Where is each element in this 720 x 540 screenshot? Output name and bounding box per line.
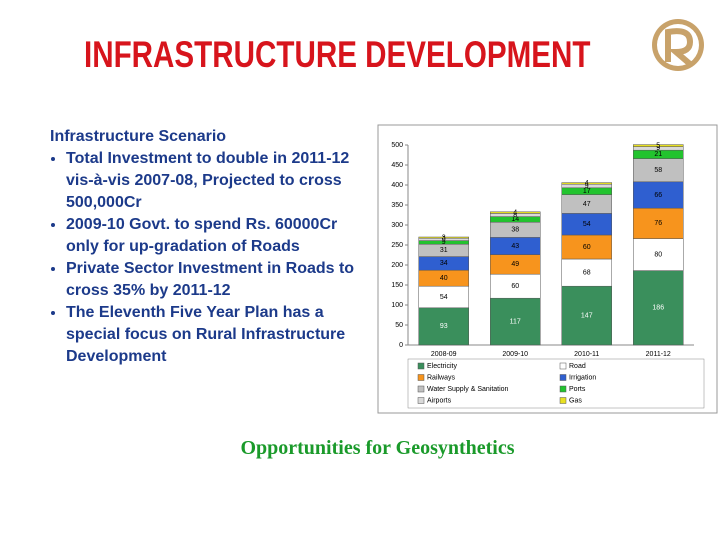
value-label: 47 bbox=[583, 201, 591, 208]
value-label: 8 bbox=[513, 212, 517, 219]
value-label: 117 bbox=[510, 318, 521, 325]
bullet: Private Sector Investment in Roads to cr… bbox=[66, 258, 368, 302]
bar-segment bbox=[490, 297, 541, 346]
legend-swatch bbox=[417, 362, 425, 370]
value-label: 49 bbox=[511, 261, 519, 268]
value-label: 21 bbox=[654, 151, 662, 158]
value-label: 68 bbox=[583, 269, 591, 276]
y-tick-label: 500 bbox=[391, 142, 403, 149]
bar-segment bbox=[633, 270, 684, 346]
value-label: 66 bbox=[654, 192, 662, 199]
legend-swatch bbox=[417, 397, 425, 404]
value-label: 60 bbox=[583, 244, 591, 251]
value-label: 17 bbox=[583, 188, 591, 195]
legend-label: Water Supply & Sanitation bbox=[427, 386, 509, 393]
y-tick-label: 300 bbox=[391, 222, 403, 229]
value-label: 34 bbox=[440, 260, 448, 267]
legend-box bbox=[407, 358, 705, 409]
value-label: 58 bbox=[654, 167, 662, 174]
value-label: 5 bbox=[656, 142, 660, 149]
value-label: 93 bbox=[440, 323, 448, 330]
legend-swatch bbox=[559, 374, 567, 381]
value-label: 40 bbox=[440, 275, 448, 282]
legend-swatch bbox=[417, 374, 425, 381]
legend-label: Ports bbox=[569, 386, 586, 393]
value-label: 54 bbox=[583, 221, 591, 228]
bar-segment bbox=[561, 285, 612, 346]
bar-segment bbox=[561, 182, 612, 185]
y-tick-label: 200 bbox=[391, 262, 403, 269]
bullet-list: Total Investment to double in 2011-12 vi… bbox=[50, 148, 368, 368]
value-label: 14 bbox=[511, 216, 519, 223]
bar-segment bbox=[561, 234, 612, 260]
value-label: 76 bbox=[654, 220, 662, 227]
legend-label: Railways bbox=[427, 374, 456, 381]
legend-swatch bbox=[559, 385, 567, 393]
x-tick-label: 2009-10 bbox=[502, 351, 528, 358]
value-label: 54 bbox=[440, 294, 448, 301]
y-tick-label: 50 bbox=[395, 322, 403, 329]
x-tick-label: 2011-12 bbox=[646, 351, 671, 358]
legend-label: Electricity bbox=[427, 363, 457, 370]
value-label: 3 bbox=[442, 234, 446, 241]
value-label: 4 bbox=[513, 209, 517, 216]
value-label: 186 bbox=[652, 305, 664, 312]
y-tick-label: 150 bbox=[391, 282, 403, 289]
legend-swatch bbox=[417, 385, 425, 393]
bullet: Total Investment to double in 2011-12 vi… bbox=[66, 148, 368, 214]
legend-label: Irrigation bbox=[569, 374, 596, 381]
value-label: 60 bbox=[511, 283, 519, 290]
y-tick-label: 250 bbox=[391, 242, 403, 249]
value-label: 9 bbox=[442, 239, 446, 246]
y-tick-label: 450 bbox=[391, 162, 403, 169]
bullet: The Eleventh Five Year Plan has a specia… bbox=[66, 302, 368, 368]
value-label: 147 bbox=[581, 312, 593, 319]
slide-title: INFRASTRUCTURE DEVELOPMENT bbox=[84, 34, 591, 75]
text-block: Infrastructure Scenario Total Investment… bbox=[50, 126, 368, 368]
value-label: 4 bbox=[585, 180, 589, 187]
y-tick-label: 0 bbox=[399, 342, 403, 349]
value-label: 31 bbox=[440, 247, 448, 254]
bar-segment bbox=[633, 181, 684, 209]
footer: Opportunities for Geosynthetics bbox=[240, 437, 515, 459]
legend-label: Airports bbox=[427, 397, 452, 404]
x-tick-label: 2010-11 bbox=[574, 351, 599, 358]
value-label: 43 bbox=[511, 243, 519, 250]
bar-segment bbox=[418, 307, 469, 346]
bullet: 2009-10 Govt. to spend Rs. 60000Cr only … bbox=[66, 214, 368, 258]
y-tick-label: 400 bbox=[391, 182, 403, 189]
value-label: 9 bbox=[656, 145, 660, 152]
heading: Infrastructure Scenario bbox=[50, 128, 227, 145]
x-tick-label: 2008-09 bbox=[431, 351, 457, 358]
bar-segment bbox=[418, 236, 469, 239]
legend-swatch bbox=[559, 397, 567, 404]
legend-swatch bbox=[559, 362, 567, 370]
y-tick-label: 100 bbox=[391, 302, 403, 309]
y-tick-label: 350 bbox=[391, 202, 403, 209]
value-label: 80 bbox=[654, 251, 662, 258]
value-label: 9 bbox=[585, 183, 589, 190]
value-label: 38 bbox=[511, 227, 519, 234]
bar-segment bbox=[561, 258, 612, 287]
bar-segment bbox=[633, 238, 684, 271]
legend-label: Road bbox=[569, 363, 586, 370]
legend-label: Gas bbox=[569, 397, 582, 404]
logo bbox=[652, 19, 704, 71]
bar-segment bbox=[490, 211, 541, 214]
value-label: 6 bbox=[442, 236, 446, 243]
bar-segment bbox=[633, 144, 684, 147]
bar-segment bbox=[490, 273, 541, 299]
bar-segment bbox=[633, 207, 684, 239]
